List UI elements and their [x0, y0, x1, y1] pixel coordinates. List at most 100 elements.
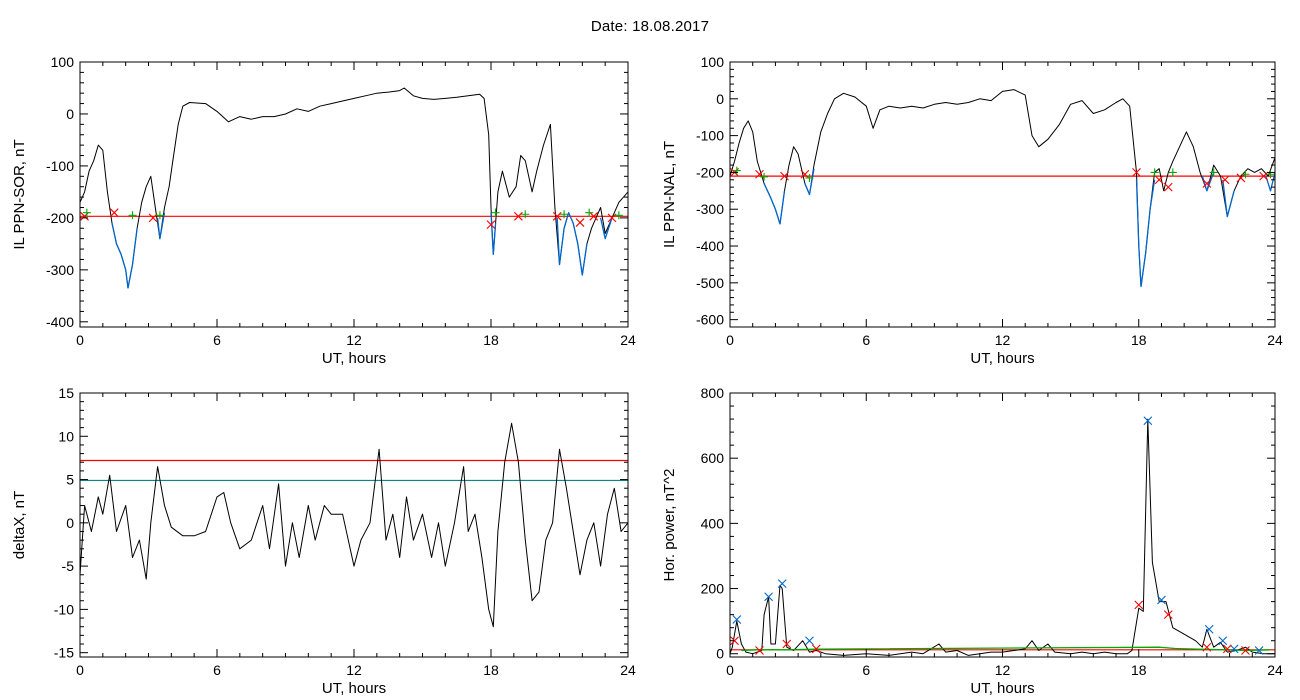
data-marker — [732, 166, 741, 175]
data-marker — [491, 208, 500, 217]
y-tick-label: -400 — [46, 314, 74, 330]
y-tick-label: 0 — [716, 646, 724, 662]
data-marker — [755, 646, 764, 655]
chart-panel-1: 0 6 12 18 24 -400 -300 -200 -100 0 100 UT, hours IL … — [11, 54, 636, 367]
data-marker — [800, 169, 810, 179]
x-tick-label: 24 — [620, 662, 636, 678]
plot-frame — [729, 61, 1276, 328]
data-marker — [780, 171, 789, 181]
x-tick-label: 12 — [995, 332, 1011, 348]
data-marker — [82, 208, 91, 217]
data-marker — [1202, 642, 1212, 652]
y-axis-label: IL PPN-NAL, nT — [661, 141, 678, 248]
x-tick-label: 12 — [995, 662, 1011, 678]
data-marker — [128, 211, 137, 220]
data-marker — [486, 220, 496, 230]
data-marker — [1241, 646, 1250, 655]
y-tick-label: -200 — [696, 164, 724, 180]
series-line — [111, 222, 138, 289]
x-axis-label: UT, hours — [970, 350, 1034, 367]
y-tick-label: -100 — [46, 158, 74, 174]
data-marker — [805, 636, 814, 646]
x-tick-label: 0 — [726, 332, 734, 348]
data-marker — [1143, 416, 1153, 426]
data-marker — [1204, 624, 1214, 634]
y-tick-label: -100 — [696, 128, 724, 144]
x-tick-label: 6 — [213, 332, 221, 348]
series-line — [1135, 179, 1156, 288]
data-marker — [777, 579, 787, 589]
plot-frame — [729, 392, 1276, 658]
y-tick-label: -200 — [46, 210, 74, 226]
y-tick-label: 100 — [51, 54, 75, 70]
series-line — [730, 418, 1275, 656]
y-tick-label: 5 — [66, 472, 74, 488]
data-marker — [521, 210, 530, 219]
series-line — [730, 89, 1275, 287]
data-marker — [730, 636, 739, 646]
series-line — [1265, 172, 1275, 192]
x-tick-label: 6 — [862, 332, 870, 348]
y-tick-label: -300 — [46, 262, 74, 278]
chart-panel-2: 0 6 12 18 24 -600 -500 -400 -300 -200 -100 0 100 UT, … — [661, 54, 1283, 367]
x-tick-label: 18 — [483, 332, 499, 348]
y-tick-label: 10 — [58, 428, 74, 444]
series-line — [490, 212, 497, 255]
y-tick-label: 600 — [701, 450, 725, 466]
series-line — [1222, 179, 1235, 218]
data-marker — [1222, 644, 1232, 654]
x-axis-label: UT, hours — [322, 350, 386, 367]
y-tick-label: -600 — [696, 312, 724, 328]
data-marker — [1134, 600, 1144, 610]
data-marker — [805, 173, 814, 182]
data-marker — [1209, 168, 1218, 177]
x-tick-label: 24 — [1267, 332, 1283, 348]
y-tick-label: -10 — [54, 601, 74, 617]
data-marker — [1220, 175, 1230, 185]
series-group — [730, 418, 1275, 656]
data-marker — [148, 213, 158, 223]
x-tick-label: 24 — [1267, 662, 1283, 678]
y-tick-label: 0 — [66, 515, 74, 531]
y-tick-label: -300 — [696, 201, 724, 217]
y-axis-label: Hor. power, nT^2 — [661, 469, 678, 582]
data-marker — [1132, 168, 1141, 177]
data-marker — [552, 211, 562, 221]
plot-frame — [79, 61, 629, 328]
series-line — [599, 217, 613, 240]
y-tick-label: -5 — [62, 558, 75, 574]
data-marker — [1157, 595, 1166, 605]
data-marker — [155, 211, 164, 220]
series-line — [80, 87, 628, 289]
chart-panel-3: 0 6 12 18 24 -15 -10 -5 0 5 10 15 UT, hours deltaX, n… — [11, 385, 636, 697]
data-marker — [109, 208, 119, 218]
data-marker — [575, 218, 585, 227]
x-tick-label: 24 — [620, 332, 636, 348]
data-marker — [1163, 182, 1173, 192]
x-tick-label: 0 — [726, 662, 734, 678]
x-tick-label: 6 — [213, 662, 221, 678]
x-tick-label: 0 — [76, 662, 84, 678]
data-marker — [1229, 644, 1239, 654]
data-marker — [589, 211, 599, 221]
data-marker — [1154, 175, 1164, 185]
data-marker — [1150, 168, 1159, 177]
x-tick-label: 12 — [346, 332, 362, 348]
x-tick-label: 6 — [862, 662, 870, 678]
y-tick-label: 15 — [58, 385, 74, 401]
x-tick-label: 18 — [1131, 662, 1147, 678]
y-tick-label: -15 — [54, 645, 74, 661]
data-marker — [614, 211, 623, 220]
series-line — [156, 212, 166, 240]
chart-panel-4: 0 6 12 18 24 0 200 400 600 800 UT, hours Hor. power… — [661, 385, 1283, 697]
data-marker — [811, 644, 821, 654]
page-title: Date: 18.08.2017 — [590, 18, 710, 35]
y-tick-label: -500 — [696, 275, 724, 291]
y-tick-label: -400 — [696, 238, 724, 254]
data-marker — [1163, 610, 1173, 620]
y-tick-label: 100 — [701, 54, 725, 70]
data-marker — [585, 208, 594, 217]
x-axis-label: UT, hours — [970, 680, 1034, 697]
data-marker — [560, 210, 569, 219]
